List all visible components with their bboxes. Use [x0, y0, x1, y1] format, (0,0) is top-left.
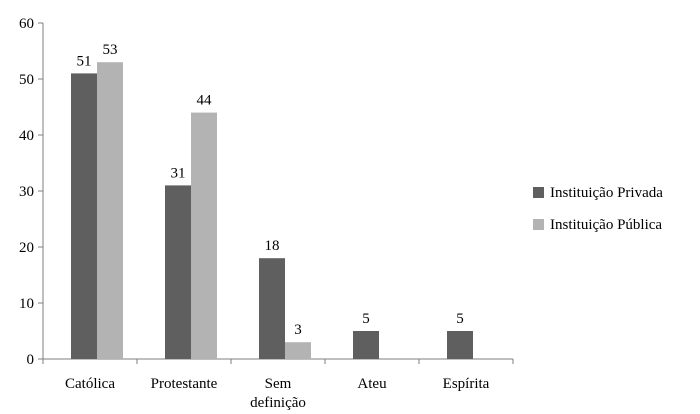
y-tick-label: 30 [19, 184, 34, 200]
data-label: 31 [171, 165, 186, 181]
y-tick-label: 40 [19, 128, 34, 144]
category-label: Sem [265, 376, 292, 392]
data-label: 18 [265, 238, 280, 254]
y-tick-label: 60 [19, 16, 34, 32]
y-tick-label: 0 [27, 352, 35, 368]
category-label: definição [250, 395, 306, 411]
data-label: 3 [294, 322, 302, 338]
y-tick-label: 10 [19, 296, 34, 312]
category-label: Protestante [151, 376, 218, 392]
bar [259, 258, 285, 359]
data-labels: 51 53 31 44 18 3 5 5 [77, 42, 464, 338]
legend: Instituição Privada Instituição Pública [533, 185, 663, 233]
data-label: 53 [103, 42, 118, 58]
y-tick-label: 20 [19, 240, 34, 256]
bar [71, 73, 97, 360]
legend-swatch [533, 219, 544, 230]
bar [353, 331, 379, 359]
category-label: Espírita [443, 376, 490, 392]
bar [285, 342, 311, 359]
legend-label: Instituição Pública [550, 217, 662, 233]
data-label: 5 [362, 311, 370, 327]
y-tick-label: 50 [19, 72, 34, 88]
data-label: 44 [197, 93, 213, 109]
bars [71, 62, 473, 360]
bar [165, 185, 191, 359]
legend-swatch [533, 187, 544, 198]
bar [191, 112, 217, 359]
bar [97, 62, 123, 359]
data-label: 51 [77, 53, 92, 69]
data-label: 5 [456, 311, 464, 327]
category-label: Católica [65, 376, 115, 392]
category-label: Ateu [357, 376, 387, 392]
bar [447, 331, 473, 359]
category-labels: Católica Protestante Sem definição Ateu Espír… [65, 376, 490, 411]
legend-label: Instituição Privada [550, 185, 663, 201]
